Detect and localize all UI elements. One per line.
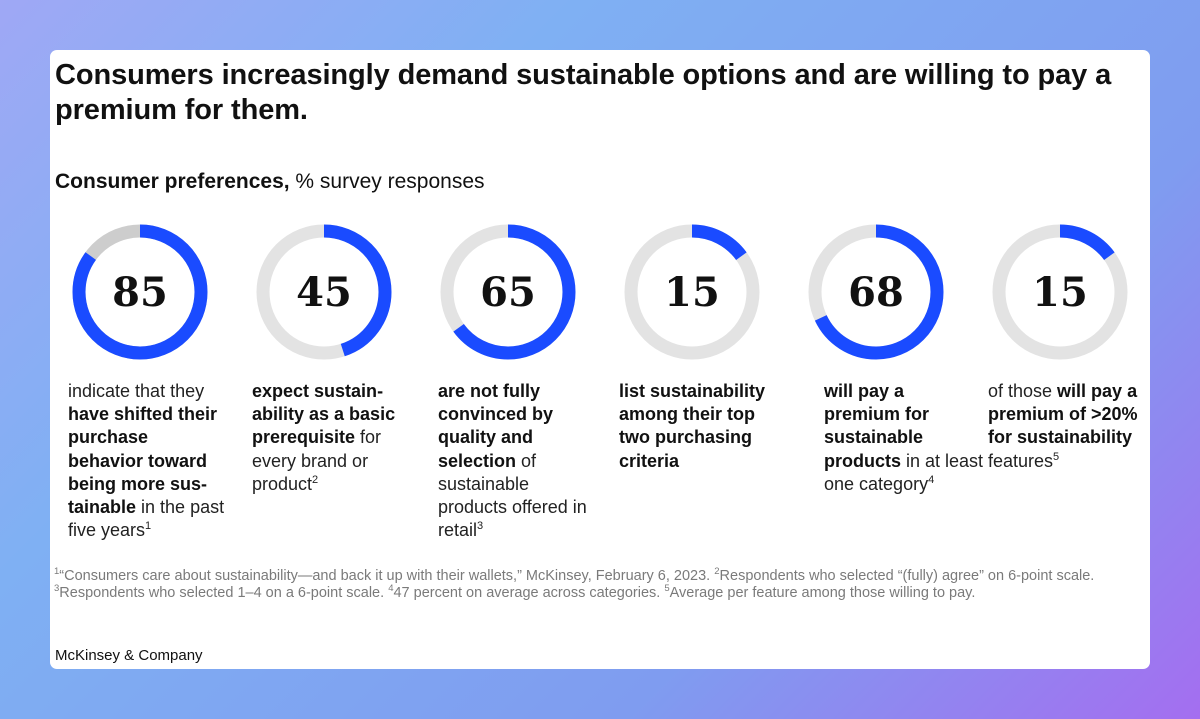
chart-subtitle: Consumer preferences, % survey responses (55, 170, 485, 194)
ring-description: of those will pay a premium of >20% for … (988, 380, 1148, 473)
ring-description: indicate that they have shifted their pu… (68, 380, 228, 542)
ring-6: 15 (990, 222, 1130, 362)
ring-svg (440, 224, 576, 360)
chart-card: Consumers increasingly demand sustainabl… (50, 50, 1150, 669)
footnotes: 1“Consumers care about sustainability—an… (54, 566, 1124, 602)
ring-value-arc (72, 224, 208, 360)
ring-value-label: 45 (296, 268, 352, 316)
footnote-marker: 3 (477, 520, 484, 533)
ring-value-arc (624, 224, 760, 360)
ring-value-label: 15 (1032, 268, 1088, 316)
description-text: indicate that they (68, 381, 205, 401)
footnote-number: 5 (664, 583, 670, 595)
description-text: features (988, 450, 1054, 471)
chart-title: Consumers increasingly demand sustainabl… (55, 59, 1112, 126)
ring-value-arc (440, 224, 576, 360)
description-text: of those (988, 381, 1058, 401)
ring-4: 15 (622, 222, 762, 362)
description-emphasis: will pay a premium for sustainable produ… (824, 381, 930, 471)
description-emphasis: have shifted their purchase behavior tow… (68, 404, 218, 518)
footnote-marker: 5 (1053, 450, 1060, 463)
description-text: of sustainable products offered in retai… (438, 450, 587, 541)
ring-5: 68 (806, 222, 946, 362)
footnote-marker: 4 (928, 473, 935, 486)
footnote-text: Respondents who selected 1–4 on a 6-poin… (59, 585, 389, 601)
footnote-marker: 2 (312, 473, 319, 486)
ring-svg (808, 224, 944, 360)
footnote-number: 3 (54, 583, 60, 595)
ring-description: expect sustain­ability as a basic prereq… (252, 380, 412, 496)
description-emphasis: expect sustain­ability as a basic prereq… (252, 381, 396, 448)
ring-value-arc (256, 224, 392, 360)
ring-1: 85 (70, 222, 210, 362)
footnote-text: Respondents who selected “(fully) agree”… (719, 568, 1095, 584)
footnote-number: 4 (388, 583, 394, 595)
ring-svg (992, 224, 1128, 360)
footnote-text: “Consumers care about sustainability—and… (59, 568, 715, 584)
ring-value-arc (992, 224, 1128, 360)
footnote-text: Average per feature among those willing … (669, 585, 976, 601)
ring-value-label: 85 (112, 268, 168, 316)
brand-name: McKinsey & Company (55, 647, 203, 664)
footnote-marker: 1 (145, 520, 152, 533)
ring-value-label: 65 (480, 268, 536, 316)
description-emphasis: list sustainability among their top two … (619, 381, 766, 471)
ring-svg (72, 224, 208, 360)
ring-value-label: 15 (664, 268, 720, 316)
subtitle-unit: % survey responses (289, 170, 485, 193)
footnote-text: 47 percent on average across categories. (393, 585, 665, 601)
ring-value-arc (808, 224, 944, 360)
ring-description: list sustainability among their top two … (619, 380, 779, 473)
description-text: in at least one category (824, 450, 984, 494)
ring-svg (624, 224, 760, 360)
description-text: for every brand or product (252, 427, 382, 494)
ring-value-label: 68 (848, 268, 904, 316)
ring-2: 45 (254, 222, 394, 362)
description-emphasis: are not fully convinced by quality and s… (438, 381, 554, 471)
description-emphasis: will pay a premium of >20% for sustainab… (988, 381, 1138, 448)
description-text: in the past five years (68, 497, 225, 541)
footnote-number: 2 (714, 566, 720, 578)
ring-description: are not fully convinced by quality and s… (438, 380, 598, 542)
footnote-number: 1 (54, 566, 60, 578)
subtitle-bold: Consumer preferences, (55, 170, 290, 193)
ring-3: 65 (438, 222, 578, 362)
ring-svg (256, 224, 392, 360)
ring-description: will pay a premium for sustainable produ… (824, 380, 984, 496)
